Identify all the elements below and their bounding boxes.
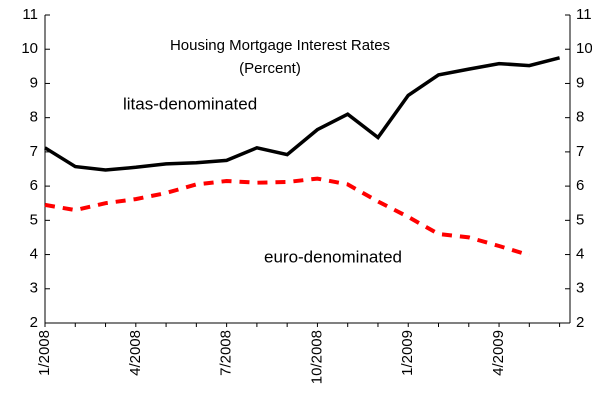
y-tick-label: 7: [30, 143, 38, 160]
y2-tick-label: 10: [576, 40, 592, 57]
chart-title: Housing Mortgage Interest Rates: [170, 37, 390, 54]
series-label: litas-denominated: [123, 94, 257, 113]
series-label: euro-denominated: [264, 247, 402, 266]
y2-tick-label: 7: [576, 143, 584, 160]
y-tick-label: 11: [22, 6, 38, 23]
y-tick-label: 10: [21, 40, 38, 57]
y2-tick-label: 11: [576, 6, 592, 23]
y-tick-label: 9: [30, 74, 38, 91]
x-tick-label: 4/2008: [127, 330, 144, 376]
y-tick-label: 5: [30, 211, 38, 228]
chart-subtitle: (Percent): [239, 60, 301, 77]
x-tick-label: 1/2009: [399, 330, 416, 376]
y-tick-label: 6: [30, 177, 38, 194]
x-tick-label: 7/2008: [218, 330, 235, 376]
x-tick-label: 10/2008: [308, 330, 325, 384]
y2-tick-label: 3: [576, 280, 584, 297]
data-line: [44, 56, 561, 172]
y2-tick-label: 8: [576, 109, 584, 126]
x-tick-label: 4/2009: [490, 330, 507, 376]
y-tick-label: 8: [30, 109, 38, 126]
y-tick-label: 4: [30, 246, 38, 263]
y2-tick-label: 5: [576, 211, 584, 228]
y2-tick-label: 4: [576, 246, 584, 263]
data-line: [44, 176, 530, 258]
y2-tick-label: 6: [576, 177, 584, 194]
y-tick-label: 3: [30, 280, 38, 297]
y2-tick-label: 9: [576, 74, 584, 91]
y2-tick-label: 2: [576, 314, 584, 331]
y-tick-label: 2: [30, 314, 38, 331]
x-tick-label: 1/2008: [36, 330, 53, 376]
